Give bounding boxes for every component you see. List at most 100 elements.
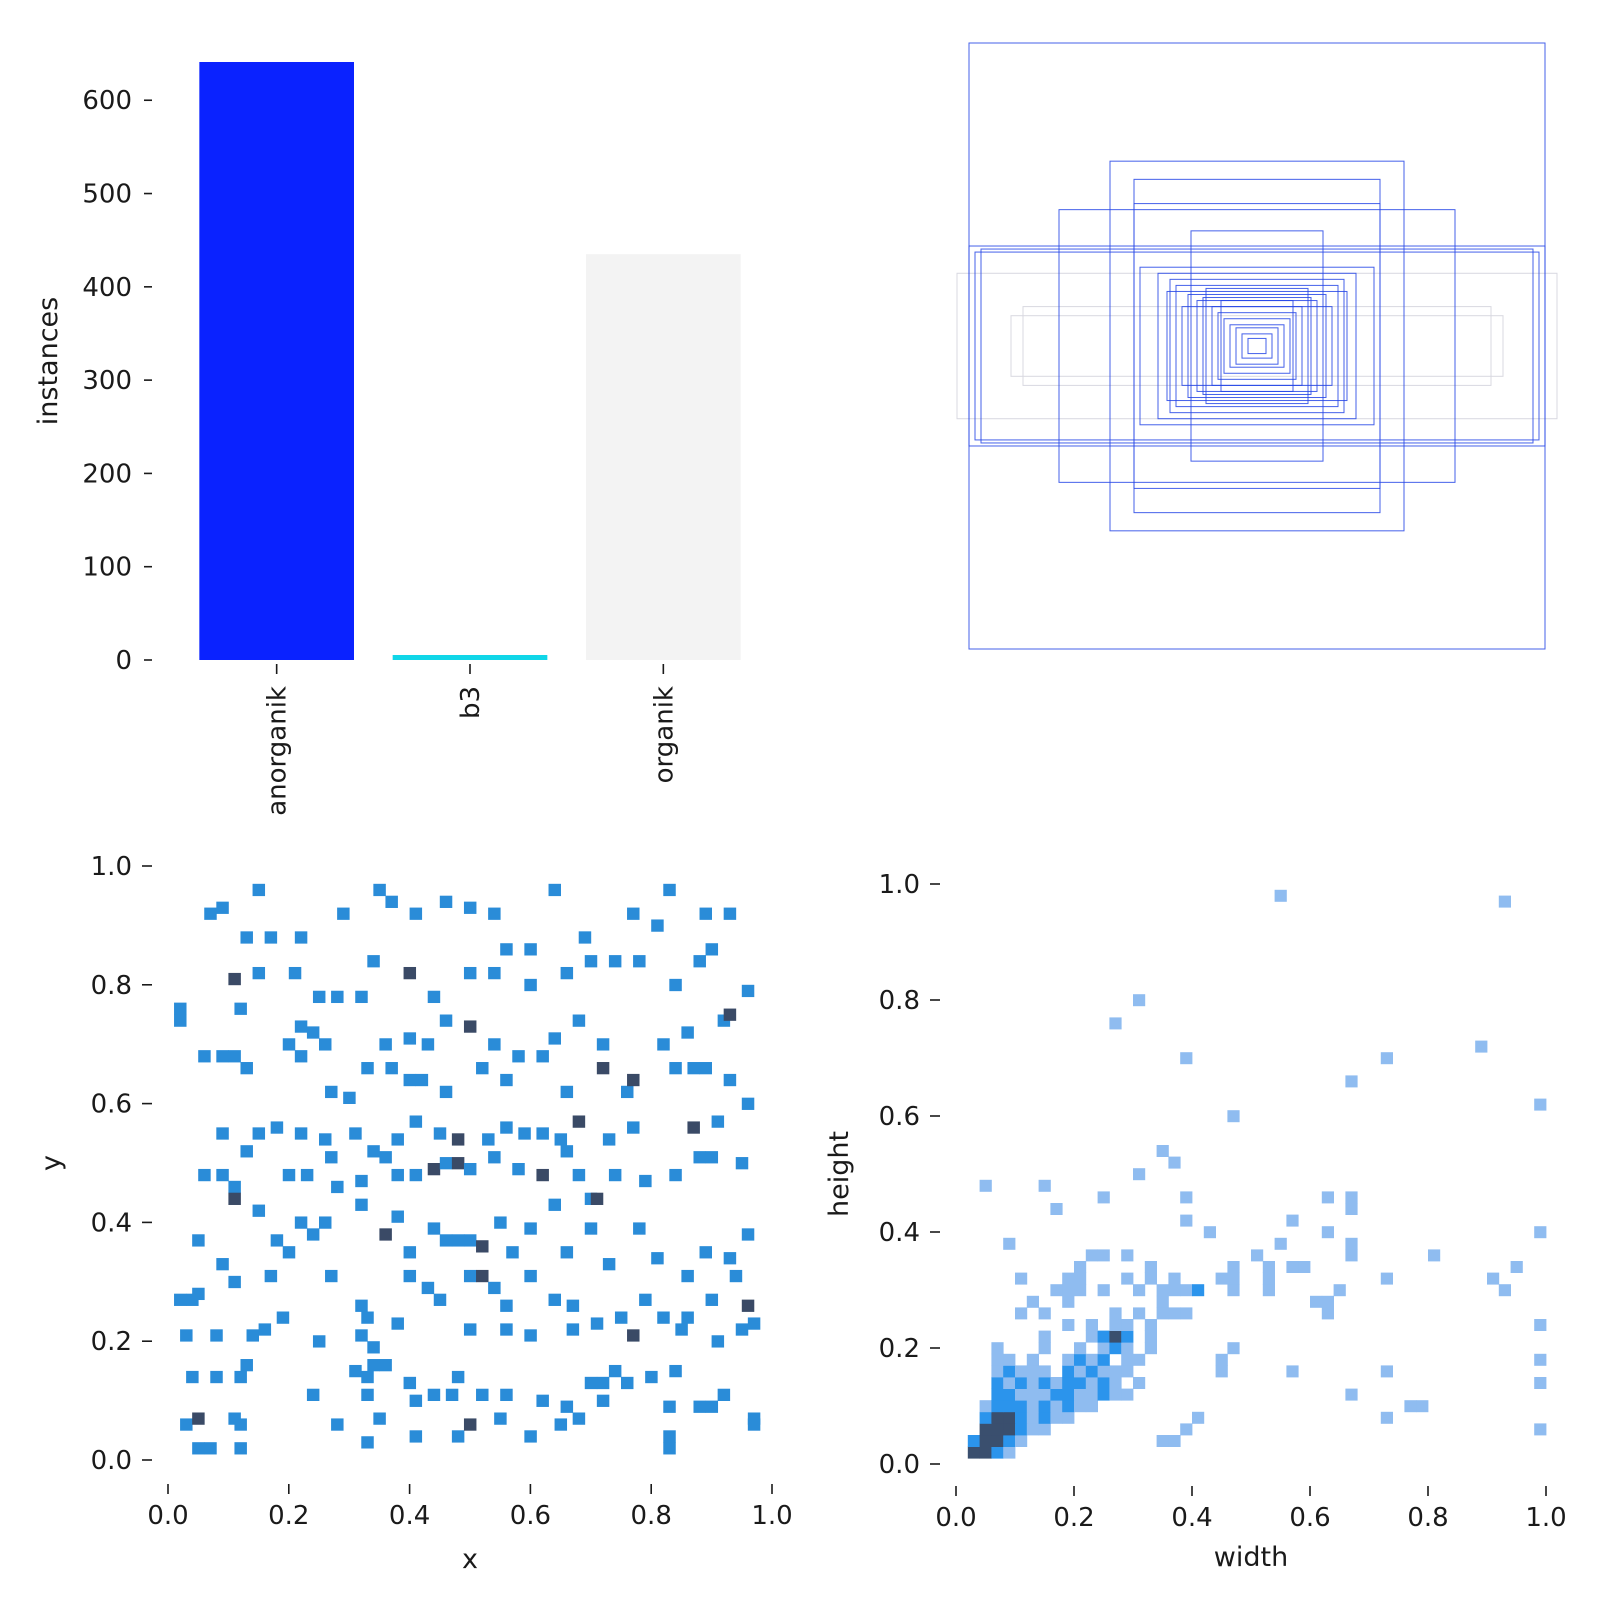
- histogram-cell: [463, 1323, 477, 1336]
- histogram-cell: [306, 1026, 320, 1039]
- histogram-cell: [1345, 1203, 1358, 1215]
- histogram-cell: [1085, 1319, 1098, 1331]
- histogram-cell: [1062, 1272, 1075, 1285]
- histogram-cell: [403, 1032, 417, 1045]
- histogram-cell: [979, 1400, 992, 1413]
- box-outlines-plot: [956, 42, 1558, 650]
- histogram-cell: [174, 1293, 187, 1306]
- histogram-cell: [1109, 1377, 1122, 1389]
- histogram-cell: [1015, 1307, 1028, 1320]
- histogram-cell: [319, 1038, 332, 1051]
- histogram-cell: [681, 1311, 694, 1324]
- histogram-cell: [1180, 1423, 1193, 1436]
- histogram-cell: [488, 966, 501, 980]
- histogram-cell: [451, 1430, 465, 1443]
- histogram-cell: [663, 883, 676, 897]
- histogram-cell: [735, 1323, 749, 1336]
- histogram-cell: [1015, 1377, 1028, 1389]
- histogram-cell: [1310, 1295, 1323, 1308]
- histogram-cell: [705, 1400, 719, 1413]
- histogram-cell: [602, 1133, 616, 1146]
- histogram-cell: [1085, 1353, 1098, 1366]
- histogram-cell: [693, 1400, 706, 1413]
- histogram-cell: [1144, 1342, 1157, 1355]
- y-tick-label: 100: [82, 553, 132, 583]
- histogram-cell: [1085, 1377, 1098, 1389]
- histogram-cell: [1003, 1353, 1016, 1366]
- x-tick-label: 0.6: [1289, 1503, 1330, 1533]
- histogram-cell: [252, 966, 266, 980]
- histogram-cell: [306, 1228, 320, 1241]
- histogram-cell: [633, 1222, 646, 1235]
- histogram-cell: [264, 1269, 278, 1283]
- histogram-cell: [216, 1050, 229, 1063]
- histogram-cell: [1274, 889, 1287, 902]
- histogram-cell: [711, 1335, 725, 1348]
- histogram-cell: [1380, 1411, 1393, 1424]
- histogram-cell: [288, 966, 302, 980]
- histogram-cell: [1015, 1435, 1028, 1447]
- x-tick-label: 0.0: [935, 1503, 976, 1533]
- histogram-cell: [294, 1127, 308, 1140]
- histogram-cell: [663, 1430, 676, 1443]
- histogram-cell: [1274, 1237, 1287, 1250]
- histogram-cell: [699, 907, 712, 920]
- histogram-cell: [524, 1329, 537, 1342]
- histogram-cell: [1038, 1411, 1051, 1424]
- histogram-cell: [991, 1411, 1004, 1424]
- histogram-cell: [355, 990, 368, 1004]
- histogram-cell: [463, 1163, 477, 1176]
- histogram-cell: [663, 1400, 676, 1413]
- histogram-cell: [228, 1050, 241, 1063]
- histogram-cell: [500, 1073, 513, 1087]
- histogram-cell: [294, 1050, 308, 1063]
- histogram-cell: [403, 1269, 417, 1283]
- histogram-cell: [1050, 1203, 1063, 1215]
- histogram-cell: [463, 1269, 477, 1283]
- histogram-cell: [258, 1323, 272, 1336]
- histogram-cell: [488, 907, 501, 920]
- histogram-cell: [282, 1168, 296, 1182]
- histogram-cell: [192, 1412, 205, 1425]
- histogram-cell: [560, 1085, 574, 1099]
- y-tick-label: 0.8: [91, 971, 132, 1001]
- histogram-cell: [1074, 1342, 1087, 1355]
- histogram-cell: [1180, 1307, 1193, 1320]
- histogram-cell: [979, 1423, 992, 1436]
- histogram-cell: [1180, 1284, 1193, 1297]
- histogram-cell: [500, 1121, 513, 1134]
- box-outline: [980, 248, 1534, 444]
- histogram-cell: [234, 1418, 247, 1431]
- histogram-cell: [1015, 1365, 1028, 1378]
- histogram-cell: [1286, 1214, 1299, 1227]
- box-outline: [968, 245, 1546, 447]
- histogram-cell: [584, 1222, 598, 1235]
- histogram-cell: [687, 1062, 700, 1075]
- histogram-cell: [1321, 1226, 1334, 1239]
- histogram-cell: [1215, 1365, 1228, 1378]
- histogram-cell: [1038, 1388, 1051, 1401]
- histogram-cell: [488, 1151, 501, 1164]
- histogram-cell: [1062, 1388, 1075, 1401]
- histogram-cell: [560, 1400, 574, 1413]
- histogram-cell: [367, 1341, 380, 1354]
- histogram-cell: [1227, 1261, 1240, 1273]
- histogram-cell: [1534, 1098, 1547, 1111]
- histogram-cell: [325, 1269, 338, 1283]
- histogram-cell: [1097, 1330, 1110, 1343]
- histogram-cell: [1015, 1400, 1028, 1413]
- histogram-cell: [1227, 1284, 1240, 1297]
- histogram-cell: [675, 1323, 688, 1336]
- x-tick-label: 0.2: [1053, 1503, 1094, 1533]
- histogram-cell: [391, 1317, 404, 1330]
- histogram-cell: [1345, 1191, 1358, 1204]
- x-tick-label: 0.2: [268, 1501, 309, 1531]
- histogram-cell: [361, 1370, 374, 1384]
- y-tick-label: 1.0: [91, 852, 132, 882]
- histogram-cell: [180, 1329, 193, 1342]
- histogram-cell: [500, 1323, 513, 1336]
- histogram-cell: [1380, 1052, 1393, 1065]
- histogram-cell: [1534, 1226, 1547, 1239]
- histogram-cell: [1156, 1145, 1169, 1157]
- histogram-cell: [1180, 1191, 1193, 1204]
